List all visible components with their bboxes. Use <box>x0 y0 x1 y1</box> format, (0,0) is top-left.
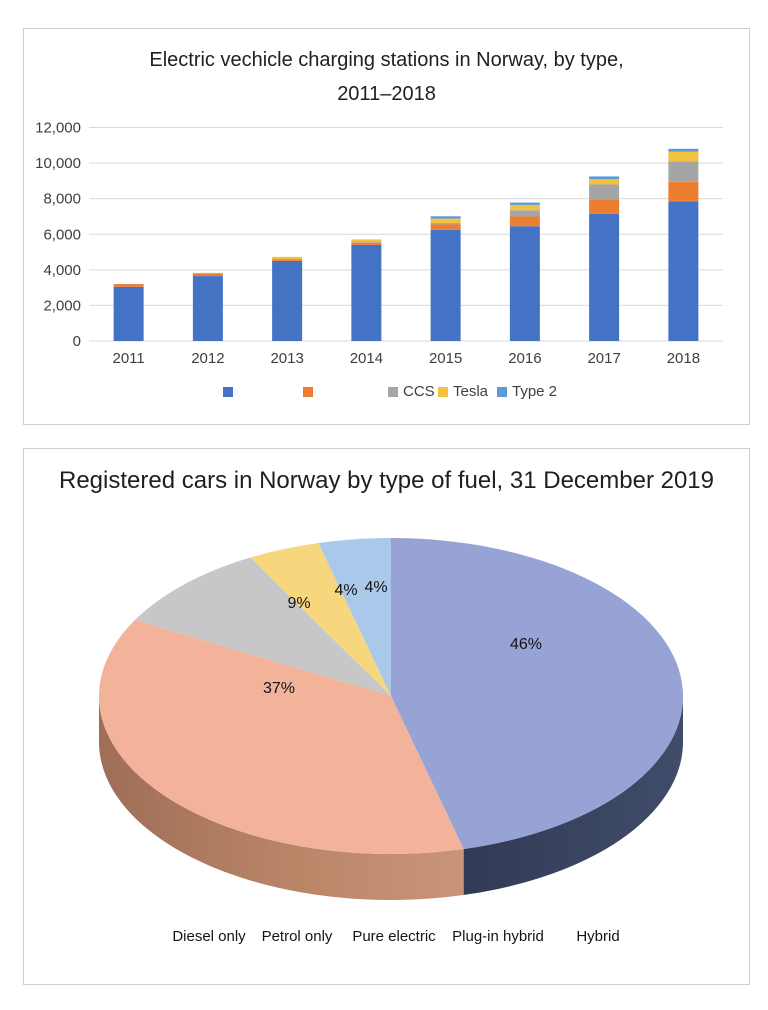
legend-swatch <box>223 387 233 397</box>
pie-legend-label: Pure electric <box>352 928 436 945</box>
bar-segment <box>589 213 620 341</box>
legend-swatch <box>388 387 398 397</box>
pie-legend-label: Diesel only <box>172 928 246 945</box>
bar-segment <box>430 229 461 341</box>
legend-swatch <box>438 387 448 397</box>
bar-segment <box>509 204 540 211</box>
pie-slice <box>318 538 391 696</box>
legend-item: Type 2 <box>497 383 558 400</box>
bar-segment <box>430 218 461 224</box>
bar-segment <box>192 273 223 277</box>
pie-slice-label: 4% <box>334 582 357 599</box>
bar-segment <box>430 224 461 230</box>
x-axis-tick-label: 2012 <box>191 350 224 367</box>
pie-slice <box>98 619 464 854</box>
pie-chart-panel: 46% 37% 9% 4% 4% Registered cars in Norway b… <box>23 448 750 985</box>
bar-segment <box>351 239 382 243</box>
legend-item <box>223 385 238 399</box>
legend-item: CCS <box>388 383 435 400</box>
bar-chart-title: Electric vechicle charging stations in N… <box>24 43 749 111</box>
pie-slice-label: 9% <box>287 595 310 612</box>
bar-segment <box>509 216 540 227</box>
pie-legend-label: Plug-in hybrid <box>452 928 544 945</box>
bar-chart-legend: CCS Tesla Type 2 <box>24 29 749 424</box>
bar-segment <box>113 286 144 341</box>
bar-segment <box>509 202 540 205</box>
pie-legend-label: Petrol only <box>261 928 333 945</box>
legend-label: Type 2 <box>512 383 558 400</box>
bar-segment <box>668 161 699 182</box>
bar-chart-title-line1: Electric vechicle charging stations in N… <box>149 49 624 71</box>
pie-slice-side <box>463 696 683 896</box>
pie-slice <box>391 538 684 850</box>
y-axis-tick-label: 8,000 <box>43 191 81 208</box>
y-axis-tick-label: 6,000 <box>43 226 81 243</box>
x-axis-tick-label: 2014 <box>350 350 383 367</box>
bar-segment <box>351 242 382 245</box>
bar-segment <box>192 276 223 341</box>
bar-segment <box>668 148 699 152</box>
bar-chart-title-line2: 2011–2018 <box>337 83 436 105</box>
pie-chart-legend: Diesel only Petrol only Pure electric Plug-… <box>24 449 749 984</box>
bar-segment <box>192 272 223 274</box>
bar-segment <box>430 223 461 225</box>
bar-chart-canvas: 0 2,000 4,000 6,000 8,000 10,000 12,000 2011 201… <box>35 120 723 367</box>
pie-chart-title: Registered cars in Norway by type of fue… <box>59 467 714 494</box>
x-axis-tick-label: 2015 <box>429 350 462 367</box>
legend-label: Tesla <box>453 383 489 400</box>
bar-segment <box>272 256 303 260</box>
legend-item <box>303 385 318 399</box>
x-axis-tick-label: 2017 <box>587 350 620 367</box>
pie-slice <box>250 542 391 696</box>
bar-segment <box>509 226 540 341</box>
bar-segment <box>589 179 620 185</box>
y-axis-tick-label: 0 <box>73 333 81 350</box>
pie-chart-canvas: 46% 37% 9% 4% 4% <box>98 538 684 900</box>
bar-segment <box>668 151 699 162</box>
bar-segment <box>668 181 699 202</box>
bar-segment <box>351 244 382 341</box>
bar-segment <box>430 216 461 219</box>
legend-item: Tesla <box>438 383 489 400</box>
x-axis-tick-label: 2018 <box>667 350 700 367</box>
bar-segment <box>272 260 303 341</box>
x-axis-tick-label: 2016 <box>508 350 541 367</box>
pie-slice <box>135 557 391 696</box>
y-axis-tick-label: 10,000 <box>35 155 81 172</box>
y-axis-tick-label: 4,000 <box>43 262 81 279</box>
legend-swatch <box>497 387 507 397</box>
pie-legend-label: Hybrid <box>576 928 620 945</box>
bar-segment <box>589 199 620 214</box>
x-axis-tick-label: 2013 <box>270 350 303 367</box>
x-axis-tick-label: 2011 <box>112 350 144 367</box>
y-axis-tick-label: 2,000 <box>43 297 81 314</box>
bar-chart-panel: 0 2,000 4,000 6,000 8,000 10,000 12,000 2011 201… <box>23 28 750 425</box>
pie-slice-label: 4% <box>364 579 387 596</box>
bar-segment <box>589 184 620 200</box>
y-axis-tick-label: 12,000 <box>35 120 81 137</box>
bar-segment <box>272 259 303 261</box>
bar-segment <box>113 284 144 287</box>
pie-slice-side <box>99 696 464 900</box>
legend-label: CCS <box>403 383 435 400</box>
bar-segment <box>589 176 620 180</box>
bar-segment <box>668 201 699 341</box>
bar-segment <box>509 210 540 217</box>
pie-slice-label: 37% <box>263 680 295 697</box>
bar-segment <box>351 242 382 243</box>
legend-swatch <box>303 387 313 397</box>
pie-slice-label: 46% <box>510 636 542 653</box>
